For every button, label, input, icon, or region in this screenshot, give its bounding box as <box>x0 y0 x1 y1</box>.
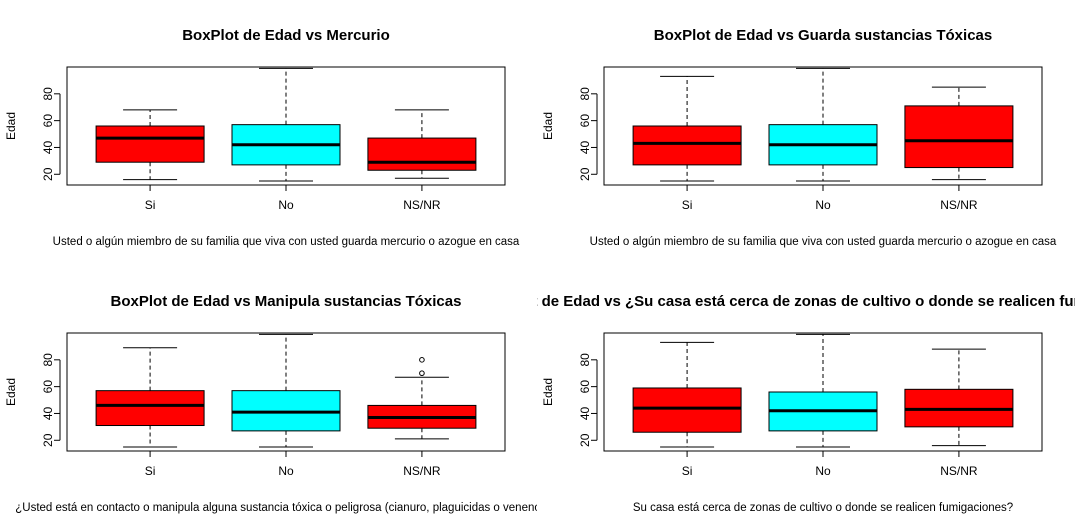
y-tick-label: 20 <box>578 433 592 447</box>
iqr-box <box>367 137 477 171</box>
iqr-box <box>904 105 1014 169</box>
x-tick-label: No <box>278 464 294 478</box>
y-tick-label: 20 <box>41 167 55 181</box>
y-tick-label: 80 <box>578 87 592 101</box>
x-tick-label: No <box>278 198 294 212</box>
outlier-point <box>419 370 425 377</box>
y-tick-label: 80 <box>41 353 55 367</box>
boxplot-panel: BoxPlot de Edad vs ¿Su casa está cerca d… <box>481 293 1075 514</box>
x-tick-label: NS/NR <box>403 198 441 212</box>
boxplot-panel: BoxPlot de Edad vs Mercurio 20 40 60 80 Edad S… <box>4 27 520 248</box>
y-tick-label: 20 <box>578 167 592 181</box>
y-tick-label: 60 <box>578 114 592 128</box>
x-axis-label: Usted o algún miembro de su familia que … <box>53 236 520 248</box>
y-tick-label: 60 <box>578 380 592 394</box>
box-2 <box>231 67 341 182</box>
chart-title: BoxPlot de Edad vs ¿Su casa está cerca d… <box>481 293 1075 310</box>
y-tick-label: 60 <box>41 380 55 394</box>
y-tick-label: 40 <box>41 406 55 420</box>
x-tick-label: No <box>815 198 831 212</box>
box-2 <box>231 333 341 448</box>
y-axis-label: Edad <box>4 378 18 406</box>
box-3 <box>904 86 1014 181</box>
y-tick-label: 40 <box>578 140 592 154</box>
iqr-box <box>632 125 742 166</box>
box-1 <box>632 341 742 448</box>
box-3 <box>367 357 477 440</box>
box-1 <box>632 75 742 182</box>
iqr-box <box>95 390 205 427</box>
iqr-box <box>95 125 205 163</box>
box-1 <box>95 347 205 448</box>
x-tick-label: Si <box>145 464 156 478</box>
y-tick-label: 20 <box>41 433 55 447</box>
x-axis-label: ¿Usted está en contacto o manipula algun… <box>15 502 556 514</box>
x-tick-label: Si <box>145 198 156 212</box>
x-tick-label: No <box>815 464 831 478</box>
box-3 <box>367 109 477 179</box>
boxplot-panel: BoxPlot de Edad vs Manipula sustancias T… <box>4 293 556 514</box>
y-tick-label: 80 <box>41 87 55 101</box>
box-2 <box>768 333 878 448</box>
y-axis-label: Edad <box>541 378 555 406</box>
x-tick-label: NS/NR <box>940 198 978 212</box>
boxplot-panel: BoxPlot de Edad vs Guarda sustancias Tóx… <box>541 27 1057 248</box>
x-tick-label: NS/NR <box>403 464 441 478</box>
x-axis-label: Usted o algún miembro de su familia que … <box>590 236 1057 248</box>
y-tick-label: 60 <box>41 114 55 128</box>
x-tick-label: Si <box>682 464 693 478</box>
chart-title: BoxPlot de Edad vs Mercurio <box>182 27 390 44</box>
chart-title: BoxPlot de Edad vs Manipula sustancias T… <box>111 293 462 310</box>
y-tick-label: 40 <box>41 140 55 154</box>
box-3 <box>904 348 1014 447</box>
y-tick-label: 40 <box>578 406 592 420</box>
outlier-point <box>419 357 425 363</box>
y-tick-label: 80 <box>578 353 592 367</box>
chart-title: BoxPlot de Edad vs Guarda sustancias Tóx… <box>654 27 992 44</box>
x-tick-label: NS/NR <box>940 464 978 478</box>
y-axis-label: Edad <box>541 112 555 140</box>
y-axis-label: Edad <box>4 112 18 140</box>
box-1 <box>95 109 205 181</box>
iqr-box <box>632 387 742 433</box>
box-2 <box>768 67 878 182</box>
x-tick-label: Si <box>682 198 693 212</box>
x-axis-label: Su casa está cerca de zonas de cultivo o… <box>633 502 1013 514</box>
